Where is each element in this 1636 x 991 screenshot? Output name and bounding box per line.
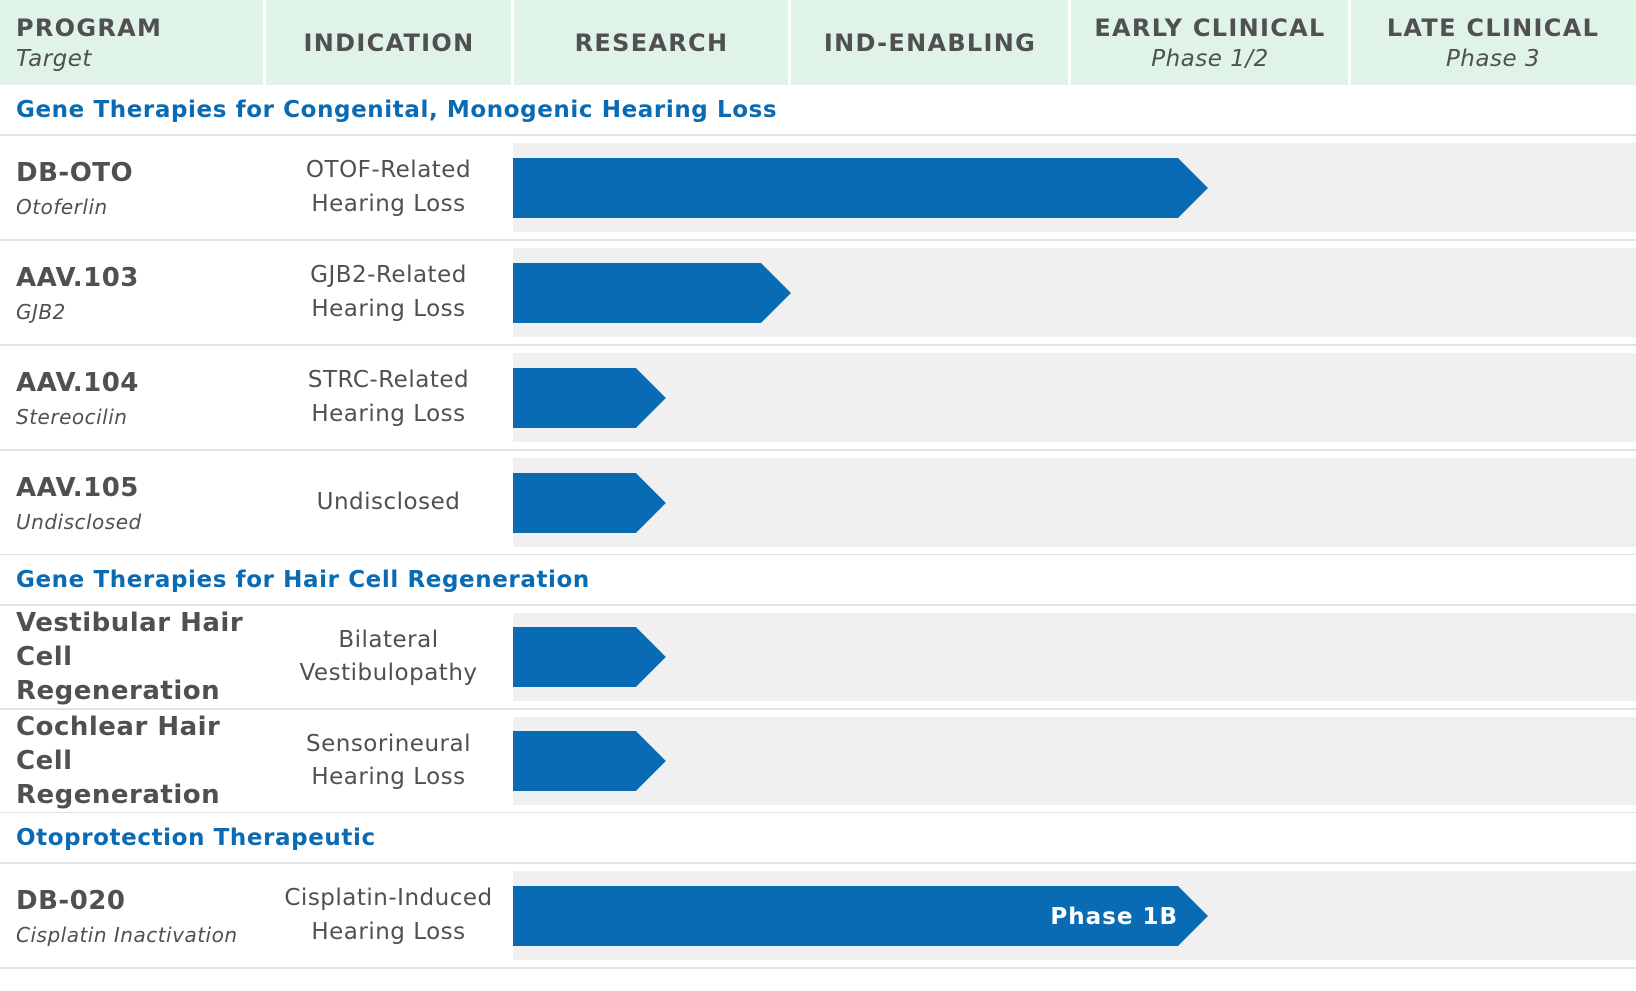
progress-bar-label: Phase 1B <box>1050 904 1178 930</box>
program-row: AAV.105 Undisclosed Undisclosed <box>0 450 1636 555</box>
progress-bar-svg <box>513 627 666 687</box>
header-column-divider <box>511 0 514 85</box>
section-title: Gene Therapies for Congenital, Monogenic… <box>0 85 1636 135</box>
program-cell: Vestibular Hair Cell Regeneration <box>0 605 265 709</box>
progress-bar <box>513 158 1208 218</box>
program-cell: DB-020 Cisplatin Inactivation <box>0 863 265 968</box>
header-subtitle: Target <box>16 45 92 72</box>
indication-text: STRC-Related Hearing Loss <box>307 367 470 427</box>
program-name: AAV.105 <box>16 473 139 504</box>
program-row: DB-020 Cisplatin Inactivation Cisplatin-In… <box>0 863 1636 968</box>
header-subtitle: Phase 1/2 <box>1151 45 1269 72</box>
progress-bar <box>513 731 666 791</box>
progress-bar-svg <box>513 158 1208 218</box>
indication-text: Undisclosed <box>316 488 461 515</box>
progress-bar-svg <box>513 731 666 791</box>
header-program: PROGRAM Target <box>0 0 265 85</box>
progress-track <box>513 353 1636 442</box>
indication-cell: Bilateral Vestibulopathy <box>265 605 512 709</box>
row-divider <box>0 134 1636 136</box>
progress-track <box>513 458 1636 547</box>
row-divider <box>0 344 1636 346</box>
indication-cell: GJB2-Related Hearing Loss <box>265 240 512 345</box>
row-divider <box>0 449 1636 451</box>
program-cell: Cochlear Hair Cell Regeneration <box>0 709 265 813</box>
indication-text: Bilateral Vestibulopathy <box>299 626 478 686</box>
header-title: IND-ENABLING <box>823 28 1037 57</box>
program-name: AAV.104 <box>16 368 139 399</box>
header-title: PROGRAM <box>16 13 163 42</box>
indication-text: GJB2-Related Hearing Loss <box>310 262 467 322</box>
program-name: AAV.103 <box>16 263 139 294</box>
header-column-divider <box>1068 0 1071 85</box>
program-name: DB-OTO <box>16 158 134 189</box>
header-indication: INDICATION <box>265 0 513 85</box>
program-row: DB-OTO Otoferlin OTOF-Related Hearing Loss <box>0 135 1636 240</box>
program-cell: AAV.104 Stereocilin <box>0 345 265 450</box>
program-cell: AAV.103 GJB2 <box>0 240 265 345</box>
section-title: Otoprotection Therapeutic <box>0 813 1636 863</box>
section-title: Gene Therapies for Hair Cell Regeneratio… <box>0 555 1636 605</box>
program-cell: AAV.105 Undisclosed <box>0 450 265 555</box>
program-name: Cochlear Hair Cell Regeneration <box>16 711 221 811</box>
header-title: EARLY CLINICAL <box>1094 13 1326 42</box>
progress-bar-svg <box>513 368 666 428</box>
program-row: AAV.103 GJB2 GJB2-Related Hearing Loss <box>0 240 1636 345</box>
program-target: Undisclosed <box>16 509 142 534</box>
header-column-divider <box>1348 0 1351 85</box>
indication-text: Sensorineural Hearing Loss <box>306 730 471 790</box>
progress-bar-svg <box>513 263 791 323</box>
header-late-clinical: LATE CLINICAL Phase 3 <box>1350 0 1636 85</box>
program-row: AAV.104 Stereocilin STRC-Related Hearing L… <box>0 345 1636 450</box>
program-row: Cochlear Hair Cell Regeneration Sensorine… <box>0 709 1636 813</box>
header-subtitle: Phase 3 <box>1445 45 1541 72</box>
progress-bar-svg: Phase 1B <box>513 886 1208 946</box>
header-research: RESEARCH <box>513 0 790 85</box>
program-name: DB-020 <box>16 886 126 917</box>
progress-bar <box>513 627 666 687</box>
progress-track <box>513 717 1636 805</box>
indication-cell: OTOF-Related Hearing Loss <box>265 135 512 240</box>
progress-bar <box>513 368 666 428</box>
program-row: Vestibular Hair Cell Regeneration Bilater… <box>0 605 1636 709</box>
header-early-clinical: EARLY CLINICAL Phase 1/2 <box>1070 0 1350 85</box>
indication-cell: Undisclosed <box>265 450 512 555</box>
program-target: Stereocilin <box>16 404 128 429</box>
header-title: INDICATION <box>303 28 475 57</box>
progress-bar <box>513 473 666 533</box>
indication-cell: STRC-Related Hearing Loss <box>265 345 512 450</box>
row-divider <box>0 862 1636 864</box>
header-column-divider <box>263 0 266 85</box>
header-column-divider <box>788 0 791 85</box>
row-divider <box>0 239 1636 241</box>
indication-text: Cisplatin-Induced Hearing Loss <box>284 885 493 945</box>
section-divider <box>0 967 1636 969</box>
indication-cell: Sensorineural Hearing Loss <box>265 709 512 813</box>
header-title: LATE CLINICAL <box>1386 13 1600 42</box>
header-title: RESEARCH <box>574 28 729 57</box>
program-target: Otoferlin <box>16 194 108 219</box>
progress-track <box>513 613 1636 701</box>
progress-bar <box>513 886 1208 946</box>
program-target: GJB2 <box>16 299 66 324</box>
header-ind-enabling: IND-ENABLING <box>790 0 1070 85</box>
progress-bar-svg <box>513 473 666 533</box>
program-target: Cisplatin Inactivation <box>16 922 238 947</box>
row-divider <box>0 604 1636 606</box>
row-divider <box>0 708 1636 710</box>
program-cell: DB-OTO Otoferlin <box>0 135 265 240</box>
indication-text: OTOF-Related Hearing Loss <box>305 157 472 217</box>
program-name: Vestibular Hair Cell Regeneration <box>16 607 244 707</box>
indication-cell: Cisplatin-Induced Hearing Loss <box>265 863 512 968</box>
progress-bar <box>513 263 791 323</box>
